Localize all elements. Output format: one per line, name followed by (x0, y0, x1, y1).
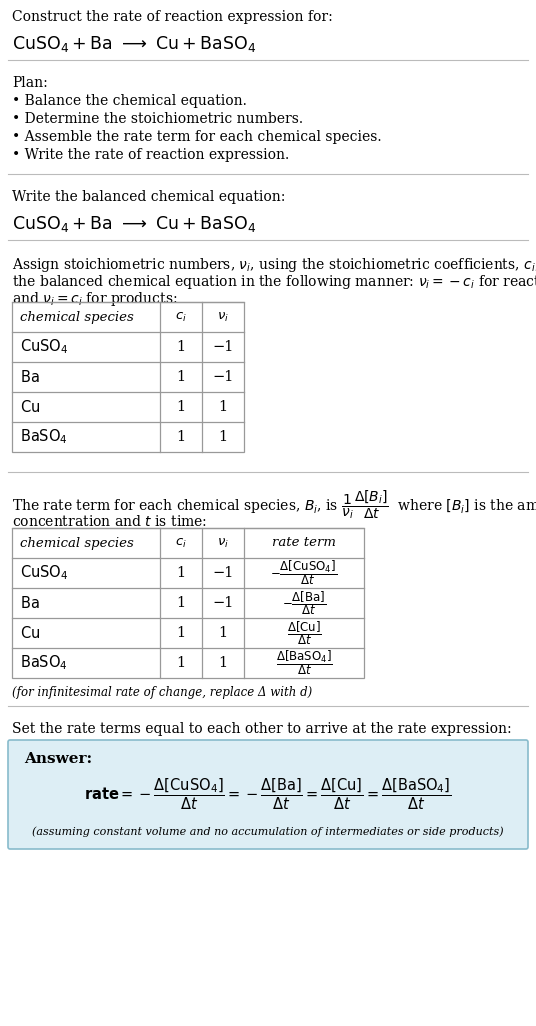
Text: $\mathrm{Ba}$: $\mathrm{Ba}$ (20, 369, 40, 385)
Text: Answer:: Answer: (24, 752, 92, 766)
Text: $\mathrm{CuSO_4 + Ba\ \longrightarrow\ Cu + BaSO_4}$: $\mathrm{CuSO_4 + Ba\ \longrightarrow\ C… (12, 34, 256, 54)
Text: chemical species: chemical species (20, 537, 134, 550)
Text: rate term: rate term (272, 537, 336, 550)
Text: the balanced chemical equation in the following manner: $\nu_i = -c_i$ for react: the balanced chemical equation in the fo… (12, 273, 536, 291)
Text: concentration and $t$ is time:: concentration and $t$ is time: (12, 514, 207, 529)
Text: • Determine the stoichiometric numbers.: • Determine the stoichiometric numbers. (12, 112, 303, 126)
Text: $c_i$: $c_i$ (175, 311, 187, 323)
Text: (for infinitesimal rate of change, replace Δ with d): (for infinitesimal rate of change, repla… (12, 686, 312, 699)
Text: 1: 1 (176, 340, 185, 354)
Text: $\dfrac{\Delta[\mathrm{BaSO_4}]}{\Delta t}$: $\dfrac{\Delta[\mathrm{BaSO_4}]}{\Delta … (276, 648, 332, 677)
Text: Set the rate terms equal to each other to arrive at the rate expression:: Set the rate terms equal to each other t… (12, 722, 512, 736)
Text: $\nu_i$: $\nu_i$ (217, 311, 229, 323)
Text: −1: −1 (212, 340, 234, 354)
Bar (12, 528, 364, 678)
Text: −1: −1 (212, 596, 234, 610)
Text: $\mathrm{Cu}$: $\mathrm{Cu}$ (20, 625, 40, 641)
Text: −1: −1 (212, 566, 234, 580)
Text: $\mathrm{BaSO_4}$: $\mathrm{BaSO_4}$ (20, 428, 68, 446)
FancyBboxPatch shape (8, 740, 528, 849)
Text: $\mathrm{Ba}$: $\mathrm{Ba}$ (20, 595, 40, 611)
Text: • Assemble the rate term for each chemical species.: • Assemble the rate term for each chemic… (12, 130, 382, 144)
Text: 1: 1 (176, 656, 185, 670)
Text: Plan:: Plan: (12, 76, 48, 90)
Text: $\mathrm{CuSO_4 + Ba\ \longrightarrow\ Cu + BaSO_4}$: $\mathrm{CuSO_4 + Ba\ \longrightarrow\ C… (12, 214, 256, 234)
Text: $\mathrm{CuSO_4}$: $\mathrm{CuSO_4}$ (20, 563, 68, 583)
Text: 1: 1 (176, 430, 185, 444)
Text: −1: −1 (212, 370, 234, 384)
Text: 1: 1 (219, 430, 228, 444)
Text: $-\dfrac{\Delta[\mathrm{CuSO_4}]}{\Delta t}$: $-\dfrac{\Delta[\mathrm{CuSO_4}]}{\Delta… (271, 558, 338, 588)
Text: Assign stoichiometric numbers, $\nu_i$, using the stoichiometric coefficients, $: Assign stoichiometric numbers, $\nu_i$, … (12, 256, 536, 274)
Text: $\mathrm{CuSO_4}$: $\mathrm{CuSO_4}$ (20, 338, 68, 356)
Text: 1: 1 (219, 626, 228, 640)
Text: chemical species: chemical species (20, 311, 134, 323)
Text: • Write the rate of reaction expression.: • Write the rate of reaction expression. (12, 148, 289, 162)
Text: 1: 1 (176, 626, 185, 640)
Bar (12, 302, 244, 452)
Text: $\nu_i$: $\nu_i$ (217, 537, 229, 550)
Text: • Balance the chemical equation.: • Balance the chemical equation. (12, 94, 247, 108)
Text: 1: 1 (176, 370, 185, 384)
Text: $\mathbf{rate} = -\dfrac{\Delta[\mathrm{CuSO_4}]}{\Delta t} = -\dfrac{\Delta[\ma: $\mathbf{rate} = -\dfrac{\Delta[\mathrm{… (84, 777, 452, 812)
Text: $\dfrac{\Delta[\mathrm{Cu}]}{\Delta t}$: $\dfrac{\Delta[\mathrm{Cu}]}{\Delta t}$ (287, 619, 322, 646)
Text: 1: 1 (219, 656, 228, 670)
Text: $\mathrm{BaSO_4}$: $\mathrm{BaSO_4}$ (20, 654, 68, 672)
Text: Construct the rate of reaction expression for:: Construct the rate of reaction expressio… (12, 10, 333, 24)
Text: 1: 1 (219, 400, 228, 415)
Text: Write the balanced chemical equation:: Write the balanced chemical equation: (12, 190, 285, 204)
Text: $-\dfrac{\Delta[\mathrm{Ba}]}{\Delta t}$: $-\dfrac{\Delta[\mathrm{Ba}]}{\Delta t}$ (282, 589, 326, 617)
Text: $\mathrm{Cu}$: $\mathrm{Cu}$ (20, 399, 40, 415)
Text: (assuming constant volume and no accumulation of intermediates or side products): (assuming constant volume and no accumul… (32, 827, 504, 837)
Text: 1: 1 (176, 566, 185, 580)
Text: The rate term for each chemical species, $B_i$, is $\dfrac{1}{\nu_i}\dfrac{\Delt: The rate term for each chemical species,… (12, 488, 536, 521)
Text: and $\nu_i = c_i$ for products:: and $\nu_i = c_i$ for products: (12, 290, 177, 308)
Text: $c_i$: $c_i$ (175, 537, 187, 550)
Text: 1: 1 (176, 596, 185, 610)
Text: 1: 1 (176, 400, 185, 415)
